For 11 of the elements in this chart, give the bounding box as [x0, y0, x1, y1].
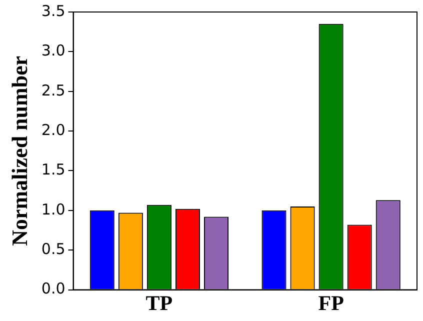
y-tick-label: 0.5 [41, 240, 66, 258]
y-tick-label: 3.5 [41, 2, 66, 20]
y-tick-label: 0.0 [41, 280, 66, 298]
y-tick-label: 2.5 [41, 81, 66, 100]
y-tick-label: 1.5 [41, 160, 66, 179]
y-tick-label: 2.0 [41, 120, 66, 139]
y-tick-label: 3.0 [41, 42, 66, 60]
x-tick-label: TP [146, 290, 173, 315]
y-axis-title: Normalized number [6, 56, 32, 246]
x-tick-label: FP [318, 290, 344, 315]
y-tick-label: 1.0 [41, 200, 66, 218]
